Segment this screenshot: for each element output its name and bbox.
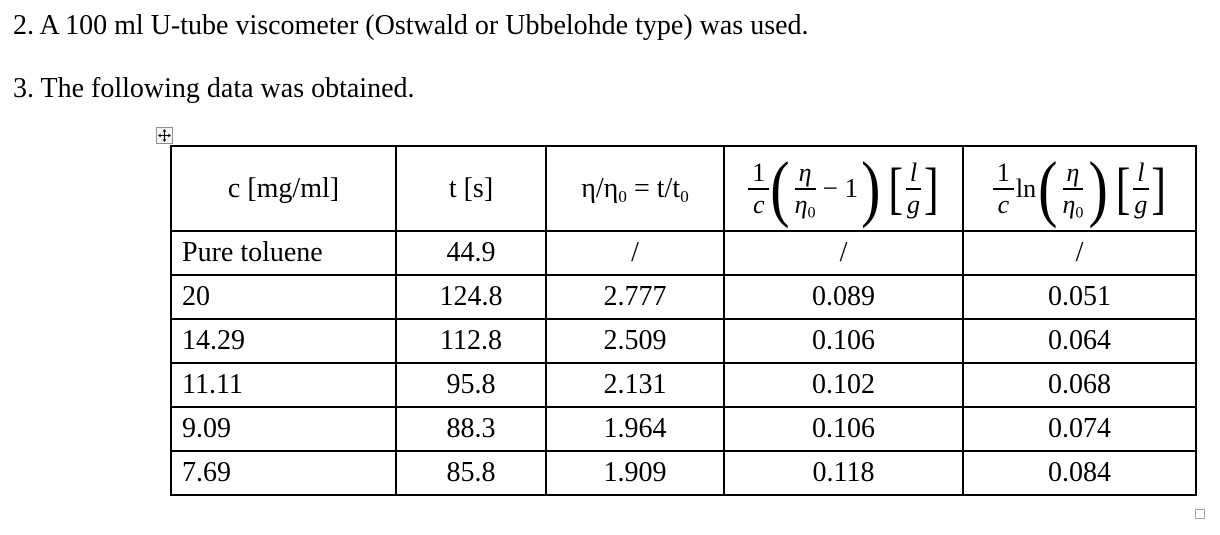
minus-one-term: − 1 — [822, 173, 859, 203]
cell-relative-viscosity: 2.131 — [545, 362, 725, 408]
one-over-c-fraction: 1 c — [992, 159, 1014, 218]
cell-time: 95.8 — [395, 362, 547, 408]
eta-ratio-fraction: η η0 — [794, 158, 816, 221]
relative-viscosity-expression: η/η0 = t/t0 — [581, 172, 689, 206]
close-bracket: ] — [924, 156, 939, 221]
cell-time: 112.8 — [395, 318, 547, 364]
open-paren: ( — [770, 146, 790, 230]
cell-time: 85.8 — [395, 450, 547, 496]
table-row: 20 124.8 2.777 0.089 0.051 — [170, 274, 1197, 320]
eta-ratio-fraction: η η0 — [1062, 158, 1084, 221]
cell-time: 44.9 — [395, 230, 547, 276]
cell-relative-viscosity: 2.777 — [545, 274, 725, 320]
ln-operator: ln — [1015, 173, 1037, 203]
cell-inherent-viscosity: 0.064 — [962, 318, 1197, 364]
header-time: t [s] — [395, 145, 547, 232]
cell-concentration: 20 — [170, 274, 397, 320]
cell-concentration: 11.11 — [170, 362, 397, 408]
cell-time: 88.3 — [395, 406, 547, 452]
cell-inherent-viscosity: 0.051 — [962, 274, 1197, 320]
header-relative-viscosity: η/η0 = t/t0 — [545, 145, 725, 232]
move-arrows-icon — [158, 129, 171, 142]
unit-liters-per-gram: [ l g ] — [1116, 159, 1166, 218]
table-row: 9.09 88.3 1.964 0.106 0.074 — [170, 406, 1197, 452]
header-concentration: c [mg/ml] — [170, 145, 397, 232]
table-row: Pure toluene 44.9 / / / — [170, 230, 1197, 276]
cell-relative-viscosity: 1.964 — [545, 406, 725, 452]
cell-time: 124.8 — [395, 274, 547, 320]
cell-reduced-viscosity: 0.089 — [723, 274, 964, 320]
table-move-handle[interactable] — [156, 127, 173, 144]
close-bracket: ] — [1151, 156, 1167, 221]
open-bracket: [ — [888, 156, 904, 221]
cell-relative-viscosity: / — [545, 230, 725, 276]
cell-concentration: 9.09 — [170, 406, 397, 452]
l-over-g-fraction: l g — [1133, 158, 1149, 219]
cell-reduced-viscosity: 0.102 — [723, 362, 964, 408]
cell-concentration: Pure toluene — [170, 230, 397, 276]
cell-inherent-viscosity: 0.068 — [962, 362, 1197, 408]
cell-reduced-viscosity: 0.106 — [723, 406, 964, 452]
header-row: c [mg/ml] t [s] η/η0 = t/t0 1 c ( η η — [170, 145, 1197, 232]
table-row: 11.11 95.8 2.131 0.102 0.068 — [170, 362, 1197, 408]
table-row: 14.29 112.8 2.509 0.106 0.064 — [170, 318, 1197, 364]
paragraph-item-3: 3. The following data was obtained. — [13, 73, 415, 104]
open-paren: ( — [1038, 146, 1058, 230]
one-over-c-fraction: 1 c — [748, 159, 770, 218]
inherent-viscosity-formula: 1 c ln ( η η0 ) [ l — [965, 146, 1194, 230]
cell-reduced-viscosity: 0.118 — [723, 450, 964, 496]
table-resize-handle[interactable] — [1195, 509, 1205, 519]
cell-concentration: 7.69 — [170, 450, 397, 496]
open-bracket: [ — [1115, 156, 1131, 221]
cell-relative-viscosity: 1.909 — [545, 450, 725, 496]
header-reduced-viscosity-formula: 1 c ( η η0 − 1 ) [ l — [723, 145, 964, 232]
viscosity-data-table: c [mg/ml] t [s] η/η0 = t/t0 1 c ( η η — [170, 145, 1197, 496]
cell-inherent-viscosity: 0.074 — [962, 406, 1197, 452]
cell-inherent-viscosity: / — [962, 230, 1197, 276]
cell-reduced-viscosity: 0.106 — [723, 318, 964, 364]
cell-concentration: 14.29 — [170, 318, 397, 364]
paragraph-item-2: 2. A 100 ml U-tube viscometer (Ostwald o… — [13, 10, 809, 41]
close-paren: ) — [861, 146, 881, 230]
cell-reduced-viscosity: / — [723, 230, 964, 276]
header-inherent-viscosity-formula: 1 c ln ( η η0 ) [ l — [962, 145, 1197, 232]
table-row: 7.69 85.8 1.909 0.118 0.084 — [170, 450, 1197, 496]
cell-inherent-viscosity: 0.084 — [962, 450, 1197, 496]
close-paren: ) — [1088, 146, 1108, 230]
unit-liters-per-gram: [ l g ] — [888, 159, 938, 218]
l-over-g-fraction: l g — [905, 158, 922, 219]
cell-relative-viscosity: 2.509 — [545, 318, 725, 364]
reduced-viscosity-formula: 1 c ( η η0 − 1 ) [ l — [726, 146, 961, 230]
